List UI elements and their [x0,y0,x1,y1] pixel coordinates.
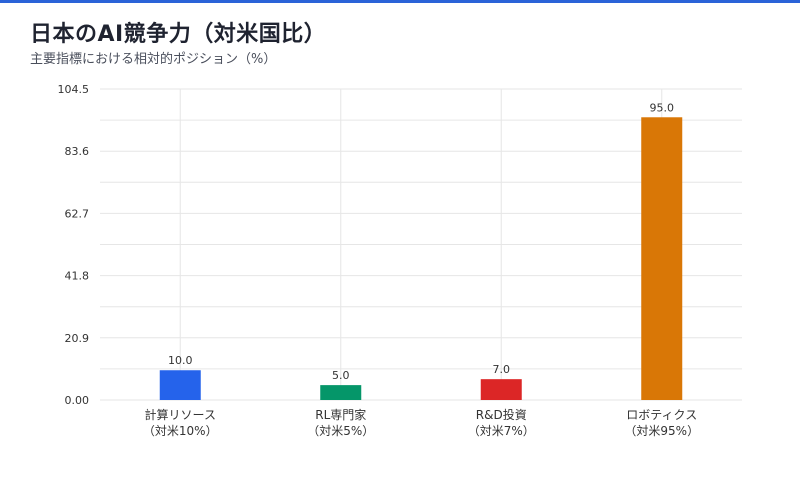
bar [320,385,362,400]
x-category-label: （対米10%） [143,424,218,438]
bar-value-label: 5.0 [332,369,350,382]
x-category-label: R&D投資 [476,407,527,422]
bar-value-label: 10.0 [168,354,193,367]
bar [480,379,522,400]
y-tick-label: 41.8 [65,270,90,283]
x-category-label: （対米7%） [468,424,535,438]
y-tick-label: 0.00 [65,394,90,407]
y-tick-label: 20.9 [65,332,90,345]
chart-subtitle: 主要指標における相対的ポジション（%） [30,52,277,67]
y-tick-label: 104.5 [58,83,90,96]
x-category-label: RL専門家 [315,407,366,422]
x-category-label: ロボティクス [626,408,697,422]
bar-value-label: 95.0 [650,101,675,114]
x-category-label: 計算リソース [145,407,216,422]
x-category-label: （対米5%） [307,424,374,438]
bar [641,117,683,400]
bar-value-label: 7.0 [493,363,511,376]
x-category-label: （対米95%） [624,424,699,438]
y-tick-label: 83.6 [65,145,90,158]
y-tick-label: 62.7 [65,207,90,220]
chart-title: 日本のAI競争力（対米国比） [30,22,327,47]
bar [159,370,201,400]
accent-top-bar [0,0,800,3]
